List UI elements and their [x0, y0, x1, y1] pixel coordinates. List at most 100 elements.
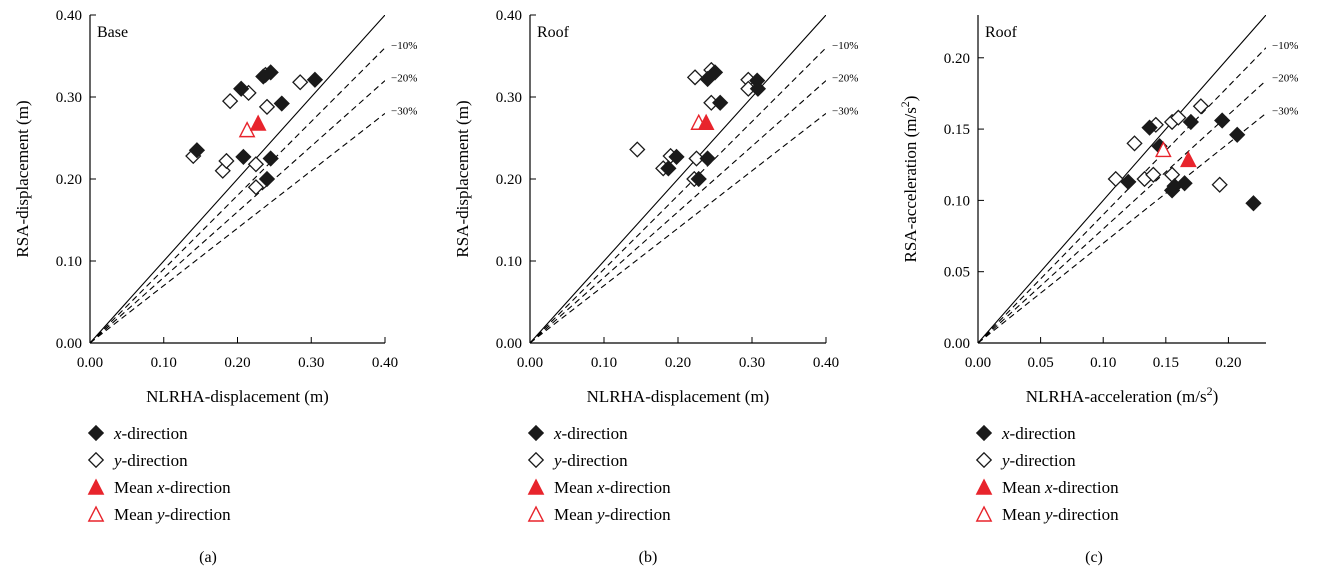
one-to-one-line [90, 15, 385, 343]
y-tick-label: 0.15 [944, 122, 970, 138]
y-tick-label: 0.40 [56, 8, 82, 24]
reference-line-label: −20% [1272, 73, 1298, 85]
open-diamond-icon [527, 451, 545, 469]
legend: x-direction y-direction Mean x-direction Me… [975, 424, 1119, 524]
x-tick-label: 0.20 [1215, 355, 1241, 371]
filled-diamond-icon [975, 424, 993, 442]
y-tick-label: 0.40 [496, 8, 522, 24]
y-tick-label: 0.00 [496, 336, 522, 352]
x-direction-point [706, 64, 724, 81]
panel-label: (a) [199, 549, 217, 566]
filled-triangle-icon [527, 478, 545, 495]
one-to-one-line [530, 15, 826, 343]
panel-label: (c) [1085, 549, 1103, 566]
y-direction-point [1163, 166, 1181, 183]
x-tick-label: 0.40 [372, 355, 398, 371]
x-tick-label: 0.30 [298, 355, 324, 371]
y-tick-label: 0.20 [56, 172, 82, 188]
legend-entry-y: y-direction [1000, 451, 1076, 470]
y-tick-label: 0.05 [944, 265, 970, 281]
y-tick-label: 0.20 [496, 172, 522, 188]
x-direction-point [262, 64, 279, 81]
x-axis-label: NLRHA-acceleration (m/s2) [1026, 384, 1218, 406]
x-direction-point [1229, 126, 1246, 143]
open-diamond-icon [87, 451, 105, 469]
x-direction-point [749, 80, 767, 97]
legend: x-direction y-direction Mean x-direction Me… [527, 424, 671, 524]
mean-x-direction-point [249, 114, 267, 131]
reference-line-30 [530, 112, 826, 343]
legend-entry-mean-x: Mean x-direction [114, 478, 231, 497]
reference-line-label: −10% [832, 40, 858, 52]
x-direction-point [1182, 113, 1199, 131]
reference-line-label: −30% [391, 105, 417, 117]
y-tick-label: 0.30 [496, 90, 522, 106]
legend-entry-x: x-direction [553, 424, 628, 443]
legend-entry-mean-x: Mean x-direction [554, 478, 671, 497]
y-tick-label: 0.00 [56, 336, 82, 352]
x-tick-label: 0.00 [517, 355, 543, 371]
x-tick-label: 0.00 [965, 355, 991, 371]
x-direction-point [1245, 195, 1262, 212]
y-tick-label: 0.10 [944, 193, 970, 209]
y-direction-point [1126, 135, 1143, 152]
filled-diamond-icon [527, 424, 545, 442]
x-tick-label: 0.20 [224, 355, 250, 371]
legend-entry-y: y-direction [112, 451, 188, 470]
legend-entry-mean-x: Mean x-direction [1002, 478, 1119, 497]
filled-diamond-icon [87, 424, 105, 442]
panel-b: −10% −20% −30% 0.00 0.10 0.20 0.30 0.40 0.00 0.10… [453, 8, 858, 566]
mean-y-direction-point [1154, 140, 1172, 158]
x-direction-point [233, 80, 250, 97]
x-direction-point [188, 142, 206, 159]
x-direction-point [660, 160, 677, 177]
y-direction-point [222, 92, 239, 110]
x-direction-point [258, 170, 276, 188]
panel-c: −10% −20% −30% 0.00 0.05 0.10 0.15 0.20 0.00 0.05… [898, 15, 1298, 566]
x-direction-point [668, 148, 685, 165]
legend: x-direction y-direction Mean x-direction Me… [87, 424, 231, 524]
reference-line-label: −10% [391, 40, 417, 52]
x-direction-point [690, 170, 707, 188]
x-direction-point [306, 71, 324, 88]
x-tick-label: 0.15 [1153, 355, 1179, 371]
reference-line-20 [90, 80, 385, 343]
filled-triangle-icon [975, 478, 993, 495]
y-tick-label: 0.10 [56, 254, 82, 270]
y-direction-point [1107, 170, 1124, 188]
y-direction-point [218, 152, 235, 170]
x-axis-label: NLRHA-displacement (m) [587, 387, 770, 406]
y-axis-label: RSA-acceleration (m/s2) [898, 96, 920, 263]
legend-entry-mean-y: Mean y-direction [114, 505, 231, 524]
x-tick-label: 0.10 [151, 355, 177, 371]
open-diamond-icon [975, 451, 993, 469]
y-direction-point [1170, 109, 1187, 126]
x-direction-point [1141, 119, 1158, 136]
reference-line-30 [978, 112, 1266, 343]
legend-entry-x: x-direction [1001, 424, 1076, 443]
y-direction-point [258, 98, 276, 115]
x-tick-label: 0.10 [1090, 355, 1116, 371]
open-triangle-icon [87, 505, 105, 522]
reference-line-label: −30% [832, 105, 858, 117]
x-direction-point [235, 148, 252, 165]
reference-lines [90, 15, 385, 343]
reference-line-30 [90, 112, 385, 343]
x-direction-point [262, 150, 279, 167]
legend-entry-mean-y: Mean y-direction [1002, 505, 1119, 524]
y-direction-point [688, 150, 705, 167]
x-direction-point [1176, 175, 1193, 192]
y-direction-point [1145, 166, 1162, 183]
x-direction-point [699, 150, 716, 167]
y-tick-label: 0.20 [944, 51, 970, 67]
reference-lines [530, 15, 826, 343]
x-tick-label: 0.05 [1027, 355, 1053, 371]
reference-line-label: −20% [832, 73, 858, 85]
y-direction-point [247, 156, 265, 173]
y-tick-label: 0.30 [56, 90, 82, 106]
y-direction-point [629, 141, 646, 158]
reference-line-10 [530, 47, 826, 343]
x-tick-label: 0.20 [665, 355, 691, 371]
corner-label: Roof [985, 24, 1018, 41]
